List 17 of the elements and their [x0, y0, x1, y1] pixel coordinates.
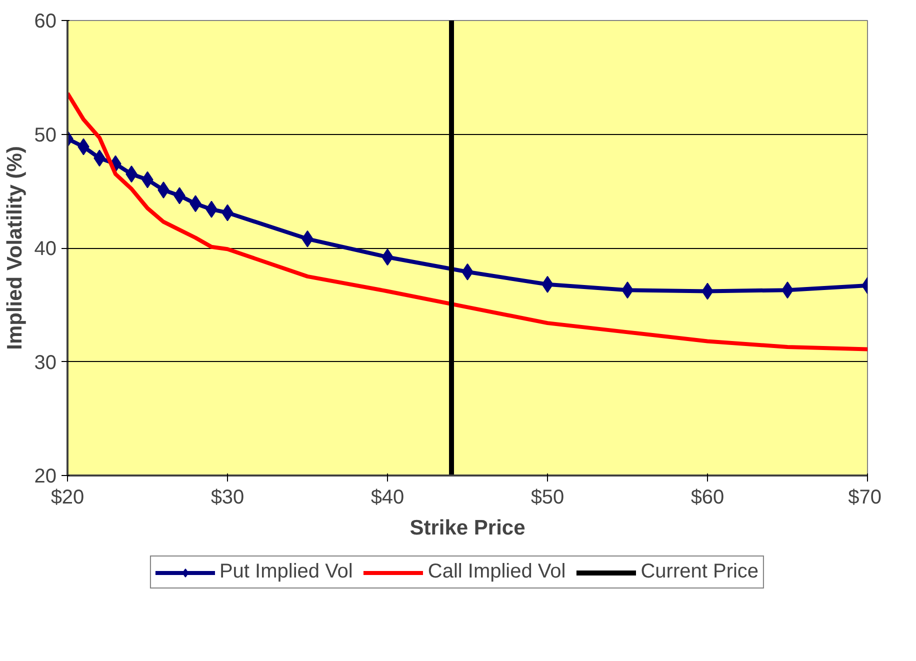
- x-tick-label: $20: [50, 486, 84, 508]
- legend-label: Current Price: [640, 560, 759, 584]
- x-tick-label: $50: [530, 486, 564, 508]
- x-axis-title: Strike Price: [410, 516, 526, 540]
- legend-label: Call Implied Vol: [428, 560, 566, 584]
- x-tick-label: $70: [848, 486, 882, 508]
- line-series: [68, 91, 868, 352]
- y-tick-label: 20: [34, 466, 57, 488]
- y-tick-label: 60: [34, 10, 57, 32]
- x-tick-label: $40: [370, 486, 404, 508]
- x-tick-label: $30: [210, 486, 244, 508]
- y-axis-title: Implied Volatility (%): [3, 146, 26, 350]
- y-tick-label: 30: [34, 352, 57, 374]
- y-tick-label: 50: [34, 124, 57, 146]
- y-tick-label: 40: [34, 238, 57, 260]
- x-tick-label: $60: [690, 486, 724, 508]
- legend-label: Put Implied Vol: [219, 560, 353, 584]
